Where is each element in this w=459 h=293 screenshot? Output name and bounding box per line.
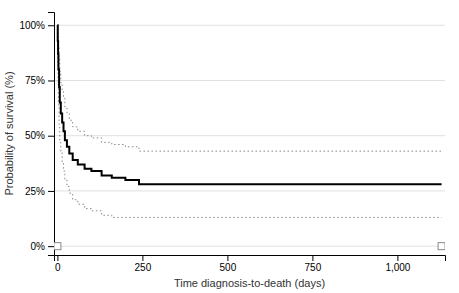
tick-mark xyxy=(48,136,54,137)
tick: 75% xyxy=(25,75,54,86)
grid-line xyxy=(54,80,445,81)
tick: 750 xyxy=(305,255,322,273)
tick-mark xyxy=(227,255,228,261)
tick-mark xyxy=(48,80,54,81)
tick-mark xyxy=(312,255,313,261)
tick: 250 xyxy=(135,255,152,273)
tick-label: 1,000 xyxy=(385,262,410,273)
tick-label: 750 xyxy=(305,262,322,273)
y-axis: 0% 25% 50% 75% 100% xyxy=(19,13,54,256)
tick-label: 50% xyxy=(25,130,45,141)
tick-mark xyxy=(48,191,54,192)
confidence-line xyxy=(57,25,441,151)
tick-mark xyxy=(57,255,58,261)
x-axis-title: Time diagnosis-to-death (days) xyxy=(174,277,325,289)
axis-line xyxy=(55,256,446,262)
tick-label: 0 xyxy=(55,262,61,273)
x-axis: 0 250 500 750 1,000 xyxy=(55,255,446,273)
y-axis-title: Probability of survival (%) xyxy=(3,71,15,195)
tick: 0% xyxy=(31,241,54,252)
tick-mark xyxy=(48,25,54,26)
grid-line xyxy=(54,25,445,26)
grid-line xyxy=(54,135,445,136)
tick-label: 500 xyxy=(220,262,237,273)
chart: 0 250 500 750 1,000 0% 25% 50% 75% 100% Time diagn… xyxy=(0,0,459,293)
plot-area: 0 250 500 750 1,000 0% 25% 50% 75% 100% xyxy=(19,13,445,274)
axis-line xyxy=(48,13,55,256)
grid-line xyxy=(54,190,445,191)
tick-label: 100% xyxy=(19,20,45,31)
tick-label: 250 xyxy=(135,262,152,273)
tick: 100% xyxy=(19,20,54,31)
tick: 0 xyxy=(55,255,61,273)
tick: 25% xyxy=(25,186,54,197)
tick-label: 75% xyxy=(25,75,45,86)
marks xyxy=(54,25,445,249)
grid xyxy=(54,25,445,246)
tick-label: 25% xyxy=(25,186,45,197)
tick-mark xyxy=(142,255,143,261)
tick-mark xyxy=(48,246,54,247)
tick-label: 0% xyxy=(31,241,46,252)
point xyxy=(438,243,445,250)
grid-line xyxy=(54,246,445,247)
point xyxy=(54,243,61,250)
tick: 50% xyxy=(25,130,54,141)
tick: 500 xyxy=(220,255,237,273)
tick-mark xyxy=(397,255,398,261)
survival-line xyxy=(57,25,441,184)
tick: 1,000 xyxy=(385,255,410,273)
confidence-line xyxy=(57,25,441,217)
